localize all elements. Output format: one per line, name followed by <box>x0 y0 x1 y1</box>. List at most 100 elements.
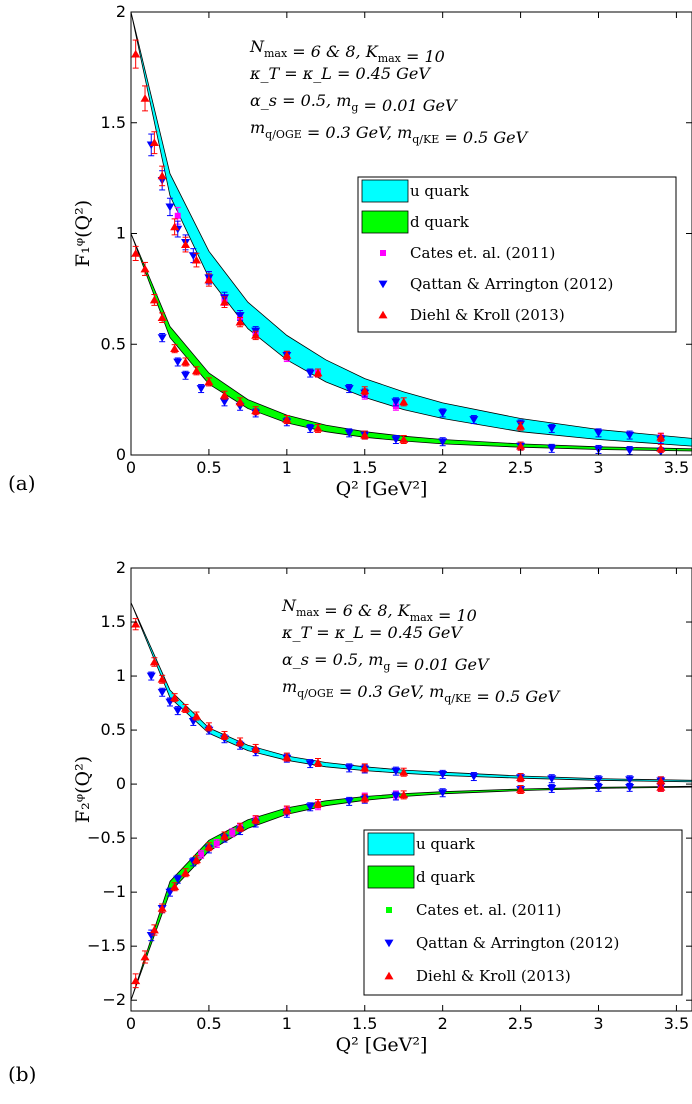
data-point <box>235 312 245 320</box>
x-axis-label: Q² [GeV²] <box>336 478 428 500</box>
legend-label: d quark <box>416 868 476 886</box>
data-point <box>131 976 141 985</box>
series-diehl-kroll-2013- <box>131 618 666 786</box>
data-point <box>438 789 448 798</box>
data-point <box>547 444 557 453</box>
data-point <box>131 249 141 257</box>
y-tick-label: −0.5 <box>87 828 126 847</box>
parameter-annotation: mq/OGE = 0.3 GeV, mq/KE = 0.5 GeV <box>250 118 529 147</box>
x-tick-label: 1.5 <box>352 1014 377 1033</box>
legend-marker <box>380 250 386 256</box>
data-point <box>191 255 201 264</box>
data-point <box>391 767 401 776</box>
data-point <box>191 855 201 864</box>
data-point <box>516 421 526 430</box>
plot-area <box>131 602 692 1001</box>
y-tick-label: 1 <box>116 666 126 685</box>
data-point <box>165 203 175 212</box>
data-point <box>305 369 315 378</box>
data-point <box>173 358 183 367</box>
data-point <box>149 657 159 666</box>
data-point <box>220 831 229 840</box>
data-point <box>149 295 159 304</box>
data-point <box>220 297 229 306</box>
legend-label: Qattan & Arrington (2012) <box>416 934 619 952</box>
data-point <box>625 776 635 785</box>
panel-b-chart: 0 0.5 1 1.5 2 2.5 3 3.5 −2 −1.5 −1 −0.5 0 0.5 1 1.5 2 Q² … <box>8 558 692 1086</box>
data-point <box>146 672 156 681</box>
data-point <box>399 435 409 443</box>
legend-swatch <box>367 832 415 856</box>
data-point <box>547 775 557 783</box>
data-point <box>235 397 245 406</box>
y-tick-label: −2 <box>102 990 126 1009</box>
x-tick-label: 0.5 <box>196 1014 221 1033</box>
y-tick-label: 1.5 <box>101 113 126 132</box>
data-point <box>399 790 409 799</box>
data-point <box>149 925 159 934</box>
legend-box <box>357 176 677 333</box>
data-point <box>656 776 666 785</box>
data-point <box>305 803 315 812</box>
x-tick-label: 0.5 <box>196 458 221 477</box>
data-point <box>282 415 292 423</box>
data-point <box>235 737 245 746</box>
data-point <box>235 823 245 831</box>
data-point <box>140 952 150 961</box>
data-point <box>516 441 526 450</box>
data-point <box>131 49 141 58</box>
data-point <box>157 675 167 683</box>
data-point <box>251 406 261 415</box>
y-tick-label: 1 <box>116 224 126 243</box>
legend-marker <box>378 310 388 319</box>
x-tick-label: 3 <box>593 458 603 477</box>
legend-swatch <box>361 210 409 234</box>
data-point <box>235 317 245 326</box>
data-point <box>220 398 229 407</box>
legend-marker <box>378 280 388 289</box>
legend-label: d quark <box>410 213 470 231</box>
data-point <box>157 313 167 322</box>
parameter-annotation: α_s = 0.5, mg = 0.01 GeV <box>282 650 490 674</box>
data-point <box>229 829 236 836</box>
y-tick-label: 0 <box>116 774 126 793</box>
data-point <box>220 731 229 739</box>
data-point <box>191 711 201 720</box>
data-point <box>594 776 603 785</box>
data-point <box>146 931 156 940</box>
legend-swatch <box>367 865 415 889</box>
data-point <box>656 783 666 791</box>
parameter-annotation: κ_T = κ_L = 0.45 GeV <box>249 64 431 83</box>
series-diehl-kroll-2013- <box>131 39 666 442</box>
data-point <box>625 431 635 440</box>
data-point <box>282 805 292 814</box>
data-point <box>131 619 141 628</box>
data-point <box>399 397 409 406</box>
y-tick-label: 2 <box>116 2 126 21</box>
y-tick-label: 1.5 <box>101 612 126 631</box>
legend: u quark d quark Cates et. al. (2011) Qattan… <box>363 829 683 996</box>
data-point <box>625 447 635 455</box>
data-point <box>251 744 261 752</box>
parameter-annotation: Nmax = 6 & 8, Kmax = 10 <box>281 596 477 625</box>
data-point <box>656 433 666 441</box>
data-point <box>516 785 526 793</box>
data-point <box>204 722 214 731</box>
x-tick-label: 2.5 <box>508 458 533 477</box>
x-tick-label: 2.5 <box>508 1014 533 1033</box>
legend-label: Diehl & Kroll (2013) <box>410 306 565 324</box>
data-point <box>313 424 323 432</box>
data-point <box>173 707 183 715</box>
data-point <box>305 425 315 433</box>
y-tick-label: 0.5 <box>101 720 126 739</box>
data-point <box>625 783 635 792</box>
data-point <box>305 760 315 768</box>
data-point <box>213 840 220 847</box>
data-point <box>173 875 183 884</box>
x-tick-label: 3.5 <box>664 1014 689 1033</box>
data-point <box>181 868 191 877</box>
data-point <box>360 793 370 802</box>
band-u-quark <box>131 602 692 783</box>
legend-label: Qattan & Arrington (2012) <box>410 275 613 293</box>
panel-label: (b) <box>8 1062 36 1086</box>
